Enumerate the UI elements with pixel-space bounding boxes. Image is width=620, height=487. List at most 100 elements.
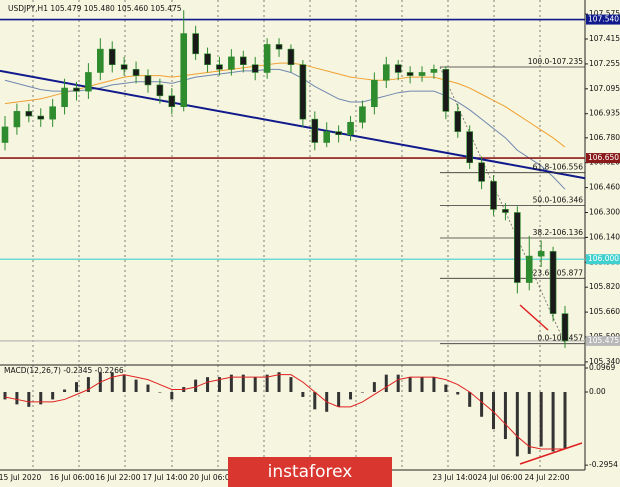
candle-body <box>311 118 319 143</box>
fib-label: 23.6-105.877 <box>533 268 584 277</box>
candle-body <box>287 48 295 65</box>
macd-y-tick-label: 0.00 <box>589 387 606 396</box>
macd-divergence-line <box>519 442 583 465</box>
macd-bar <box>480 392 484 417</box>
macd-bar <box>551 392 555 452</box>
macd-bar <box>420 377 424 392</box>
candle-body <box>406 72 414 76</box>
candle-body <box>275 44 283 50</box>
x-tick-label: 16 Jul 06:00 <box>50 473 95 482</box>
y-tick-label: 106.140 <box>589 232 620 241</box>
x-tick-label: 24 Jul 06:00 <box>478 473 523 482</box>
candle-body <box>228 56 235 70</box>
fib-label: 38.2-106.136 <box>533 228 584 237</box>
macd-bar <box>110 372 114 392</box>
macd-bar <box>229 374 233 392</box>
candle-body <box>478 162 485 182</box>
candle-body <box>359 106 366 123</box>
candle-body <box>216 64 223 70</box>
macd-bar <box>122 374 126 392</box>
macd-bar <box>51 392 55 400</box>
fib-label: 61.8-106.556 <box>533 163 584 172</box>
level-label: 105.475 <box>588 336 619 345</box>
x-tick-label: 17 Jul 14:00 <box>143 473 188 482</box>
macd-bar <box>146 384 150 392</box>
macd-bar <box>337 392 341 407</box>
y-tick-label: 106.300 <box>589 208 620 217</box>
fib-diagonal <box>439 66 566 344</box>
candle-body <box>430 69 438 73</box>
macd-bar <box>372 382 376 392</box>
candle-body <box>61 87 68 107</box>
candle-body <box>132 69 140 76</box>
macd-bar <box>206 377 210 392</box>
candle-body <box>49 106 56 120</box>
macd-bar <box>39 392 43 405</box>
candle-body <box>37 115 45 120</box>
candle-body <box>561 313 569 342</box>
macd-bar <box>86 377 90 392</box>
y-tick-label: 107.095 <box>589 84 620 93</box>
macd-bar <box>194 379 198 392</box>
macd-bar <box>515 392 519 457</box>
macd-bar <box>360 392 364 393</box>
y-tick-label: 105.660 <box>589 307 620 316</box>
candle-body <box>13 111 21 128</box>
macd-bar <box>15 392 19 405</box>
macd-bar <box>408 377 412 392</box>
watermark-box <box>228 457 392 487</box>
macd-bar <box>241 374 245 392</box>
candle-body <box>454 111 462 132</box>
candle-body <box>168 95 176 107</box>
candle-body <box>335 131 342 136</box>
fib-label: 100.0-107.235 <box>528 57 583 66</box>
candle-body <box>204 53 211 65</box>
macd-bar <box>301 392 305 397</box>
candle-body <box>192 33 199 55</box>
macd-title: MACD(12,26,7) -0.2345 -0.2266 <box>4 366 124 375</box>
level-tag <box>586 335 620 346</box>
candle-body <box>239 56 247 65</box>
macd-bar <box>563 392 567 449</box>
candle-body <box>108 48 116 65</box>
candle-body <box>120 64 128 70</box>
level-tag <box>586 14 620 25</box>
candle-body <box>382 64 390 81</box>
y-tick-label: 105.340 <box>589 357 620 366</box>
candle-body <box>25 111 33 117</box>
macd-bar <box>444 384 448 392</box>
macd-bar <box>27 392 31 407</box>
candle-body <box>525 255 533 283</box>
candle-body <box>85 72 92 92</box>
macd-bar <box>170 392 174 400</box>
level-label: 106.000 <box>588 254 619 263</box>
x-tick-label: 24 Jul 22:00 <box>525 473 570 482</box>
macd-bar <box>217 377 221 392</box>
macd-bar <box>527 392 531 454</box>
y-tick-label: 106.935 <box>589 109 620 118</box>
candle-body <box>263 44 271 73</box>
x-tick-label: 20 Jul 06:00 <box>190 473 235 482</box>
y-tick-label: 107.255 <box>589 59 620 68</box>
chart-title: USDJPY,H1 105.479 105.480 105.460 105.47… <box>8 4 182 13</box>
candle-body <box>442 69 450 112</box>
candle-body <box>371 79 378 107</box>
level-label: 107.540 <box>588 15 619 24</box>
candle-body <box>299 64 307 120</box>
candle-body <box>347 121 354 136</box>
macd-bar <box>277 372 281 392</box>
level-label: 106.650 <box>588 153 619 162</box>
candle-body <box>180 33 188 107</box>
candle-body <box>549 251 557 314</box>
x-tick-label: 15 Jul 2020 <box>0 473 41 482</box>
macd-bar <box>253 377 257 392</box>
macd-bar <box>396 374 400 392</box>
macd-bar <box>63 389 67 392</box>
macd-y-tick-label: -0.2954 <box>589 460 618 469</box>
level-tag <box>586 153 620 164</box>
moving-average <box>4 62 566 148</box>
divergence-line <box>519 304 549 331</box>
y-tick-label: 107.575 <box>589 9 620 18</box>
